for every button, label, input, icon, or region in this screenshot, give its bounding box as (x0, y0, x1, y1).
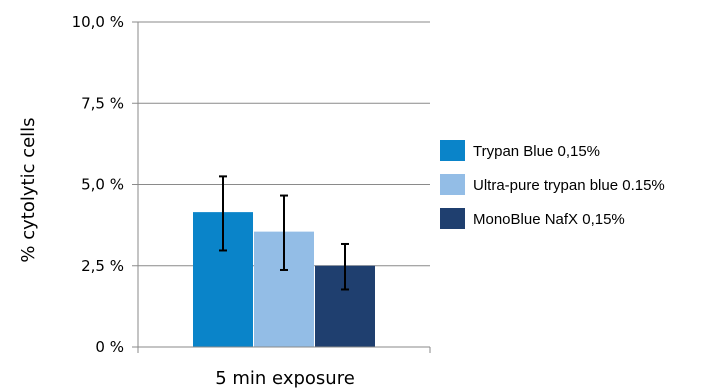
legend-label: MonoBlue NafX 0,15% (473, 211, 625, 228)
y-tick-label: 7,5 % (81, 94, 124, 112)
y-tick-label: 5,0 % (81, 176, 124, 194)
legend: Trypan Blue 0,15% Ultra-pure trypan blue … (440, 140, 665, 229)
x-axis-label: 5 min exposure (215, 368, 355, 389)
axes (132, 21, 431, 353)
y-tick-label: 2,5 % (81, 257, 124, 275)
error-bars (219, 175, 349, 291)
y-tick-label: 0 % (95, 338, 124, 356)
y-tick-label: 10,0 % (72, 13, 124, 31)
legend-label: Trypan Blue 0,15% (473, 143, 600, 160)
legend-label: Ultra-pure trypan blue 0.15% (473, 177, 665, 194)
legend-swatch (440, 140, 465, 161)
y-tick-labels: 0 % 2,5 % 5,0 % 7,5 % 10,0 % (72, 13, 124, 356)
legend-swatch (440, 174, 465, 195)
y-axis-title: % cytolytic cells (18, 117, 39, 262)
legend-swatch (440, 208, 465, 229)
